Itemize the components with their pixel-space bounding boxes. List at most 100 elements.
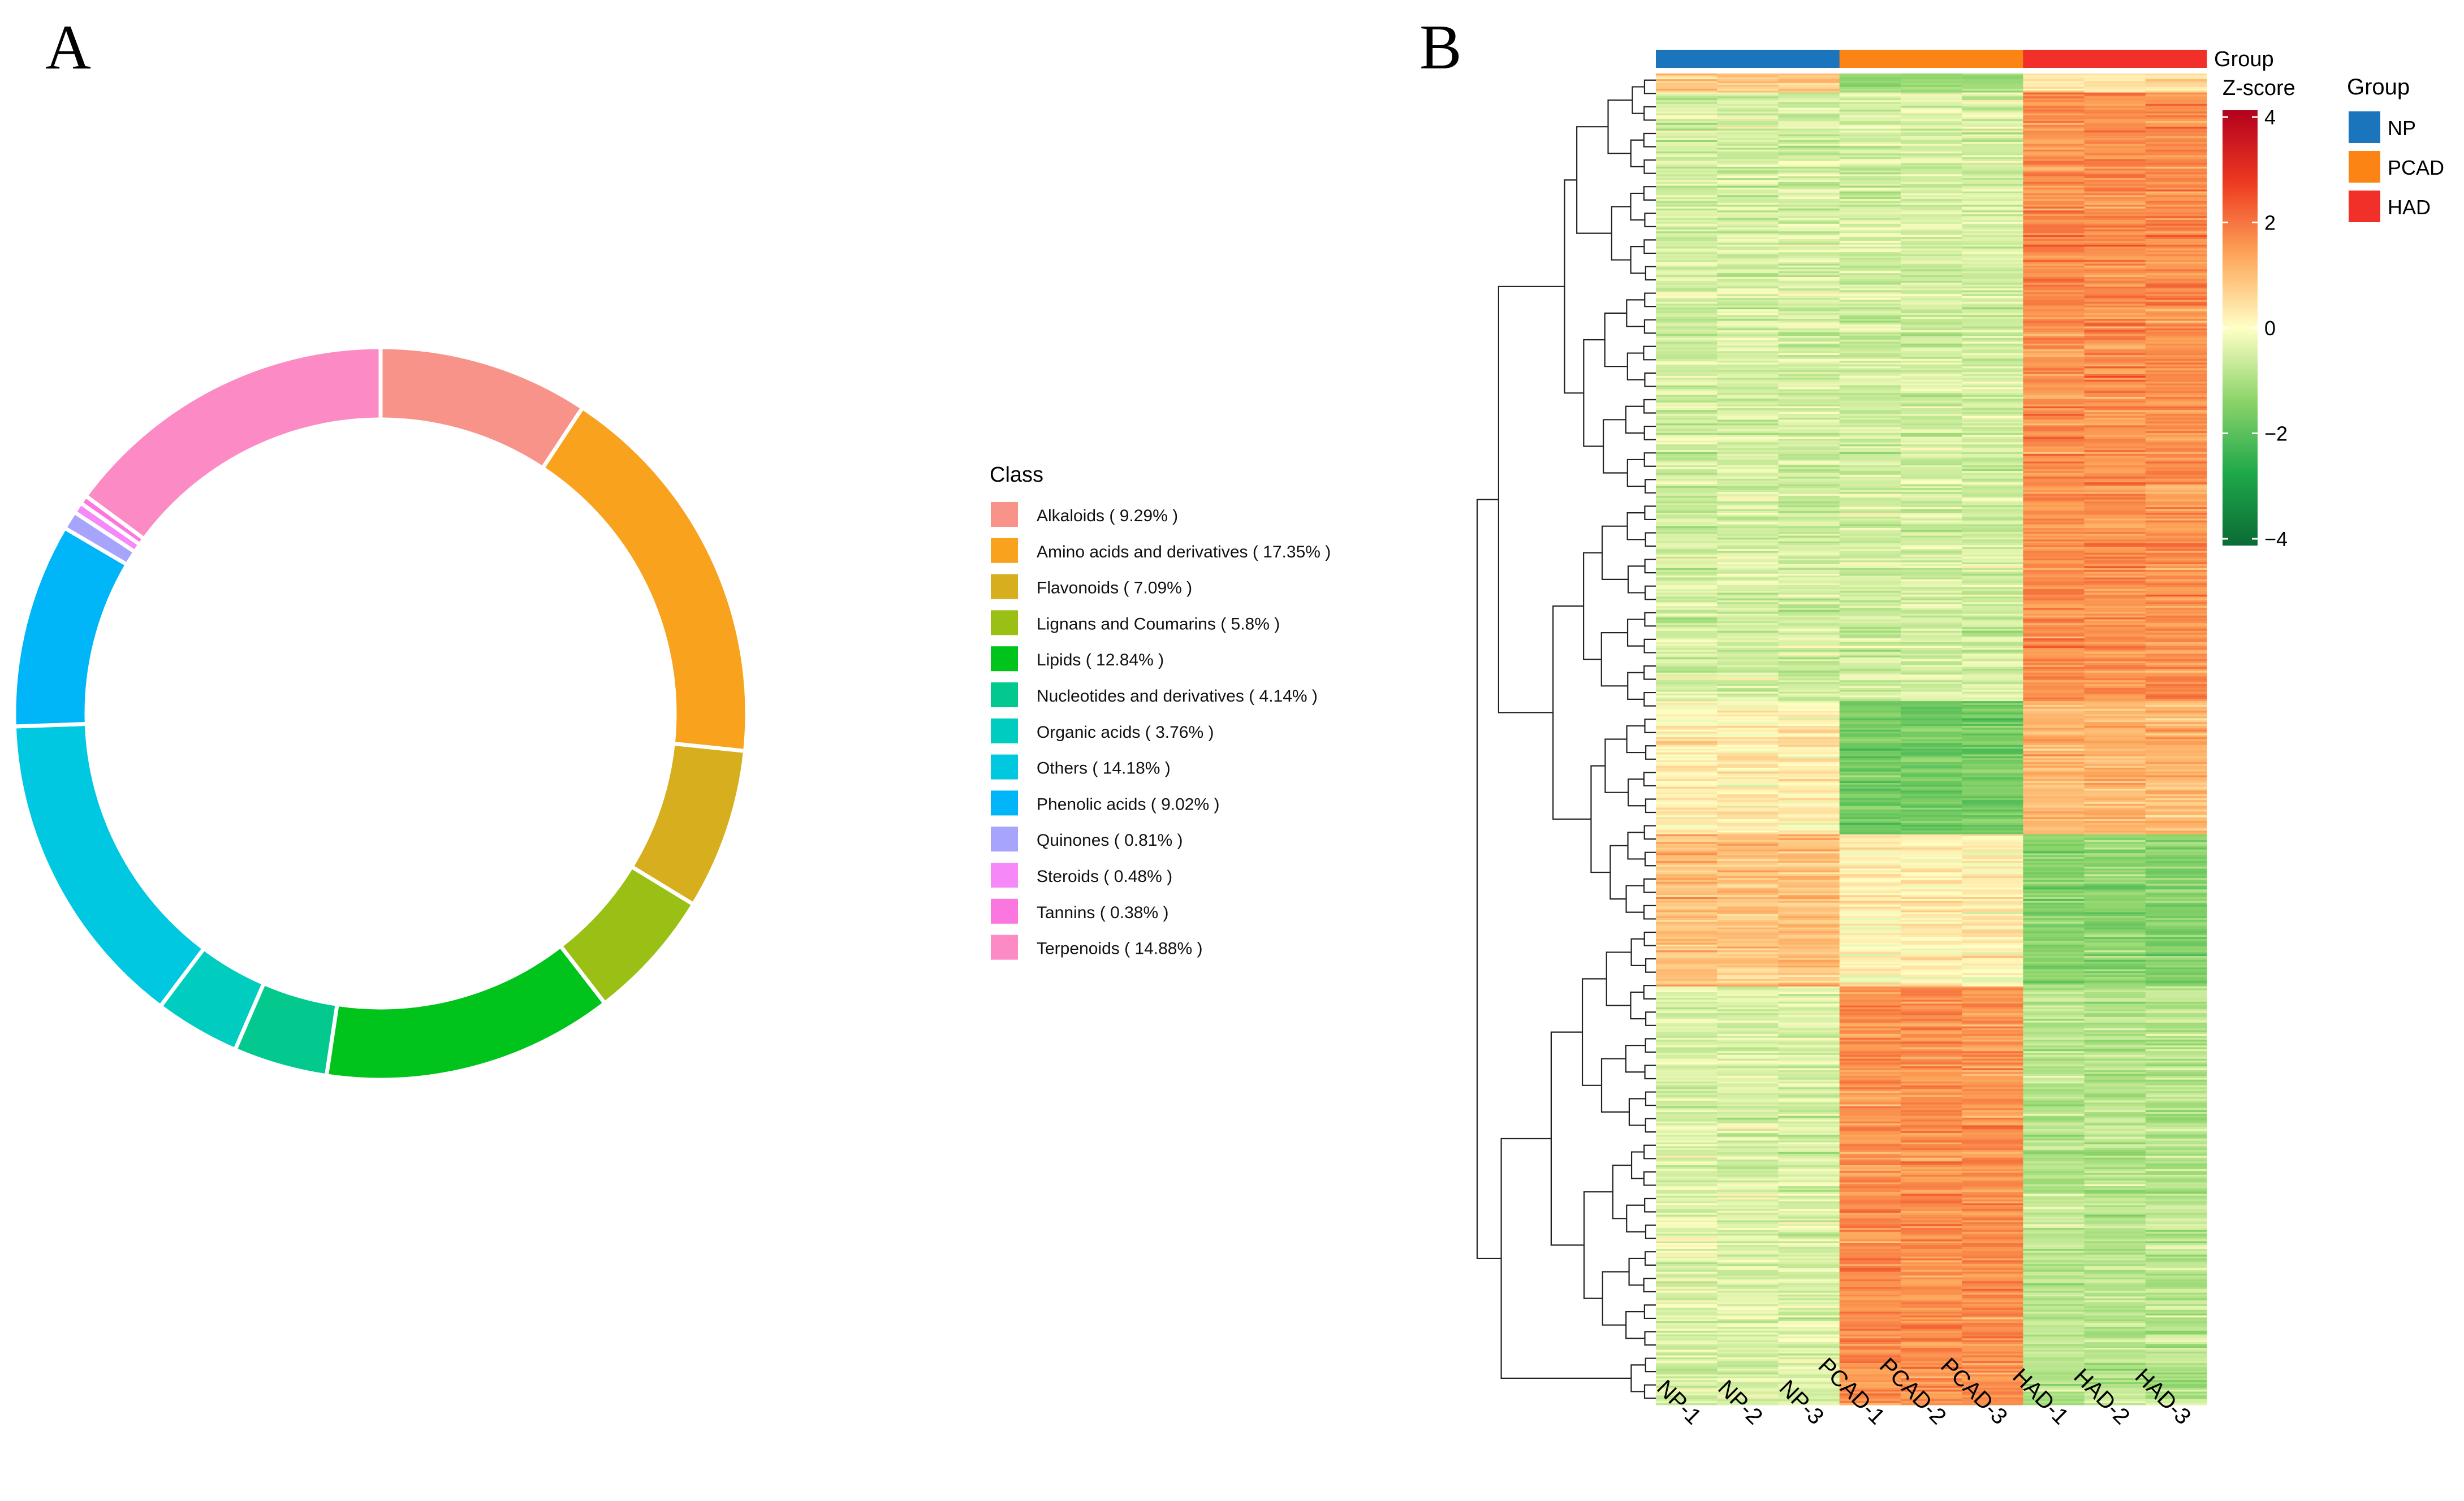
heatmap-cell bbox=[1962, 336, 2023, 339]
heatmap-cell bbox=[2084, 184, 2146, 187]
heatmap-cell bbox=[2023, 864, 2085, 867]
heatmap-cell bbox=[2145, 1114, 2207, 1117]
heatmap-cell bbox=[1900, 349, 1962, 352]
heatmap-cell bbox=[2145, 1001, 2207, 1004]
heatmap-cell bbox=[1778, 718, 1840, 721]
heatmap-cell bbox=[1900, 130, 1962, 133]
heatmap-cell bbox=[1656, 412, 1718, 414]
heatmap-cell bbox=[1778, 654, 1840, 656]
donut-legend-label: Nucleotides and derivatives ( 4.14% ) bbox=[1037, 687, 1318, 706]
heatmap-cell bbox=[2145, 773, 2207, 776]
heatmap-cell bbox=[2145, 661, 2207, 664]
heatmap-cell bbox=[1839, 629, 1901, 631]
heatmap-cell bbox=[2145, 725, 2207, 728]
heatmap-cell bbox=[1900, 1001, 1962, 1004]
heatmap-cell bbox=[2145, 767, 2207, 770]
heatmap-cell bbox=[1717, 1022, 1779, 1025]
heatmap-cell bbox=[1656, 703, 1718, 706]
heatmap-cell bbox=[1900, 501, 1962, 504]
heatmap-cell bbox=[1778, 132, 1840, 135]
heatmap-cell bbox=[1900, 273, 1962, 276]
heatmap-cell bbox=[1839, 205, 1901, 207]
heatmap-cell bbox=[1778, 539, 1840, 542]
heatmap-cell bbox=[1839, 86, 1901, 89]
heatmap-cell bbox=[1717, 534, 1779, 537]
heatmap-cell bbox=[1778, 676, 1840, 679]
heatmap-cell bbox=[2084, 606, 2146, 608]
heatmap-cell bbox=[2145, 813, 2207, 816]
heatmap-cell bbox=[2023, 96, 2085, 99]
heatmap-cell bbox=[1900, 771, 1962, 774]
heatmap-cell bbox=[1900, 654, 1962, 656]
heatmap-cell bbox=[1900, 629, 1962, 631]
heatmap-cell bbox=[2023, 802, 2085, 804]
heatmap-cell bbox=[2145, 280, 2207, 283]
heatmap-cell bbox=[1656, 771, 1718, 774]
heatmap-cell bbox=[1717, 1082, 1779, 1084]
heatmap-cell bbox=[2084, 752, 2146, 755]
heatmap-cell bbox=[1656, 96, 1718, 99]
heatmap-cell bbox=[1900, 267, 1962, 270]
heatmap-cell bbox=[1778, 758, 1840, 761]
heatmap-cell bbox=[1962, 619, 2023, 622]
heatmap-cell bbox=[1962, 729, 2023, 732]
heatmap-cell bbox=[1962, 781, 2023, 784]
heatmap-cell bbox=[1656, 495, 1718, 498]
heatmap-cell bbox=[1900, 785, 1962, 788]
heatmap-cell bbox=[1656, 1024, 1718, 1027]
heatmap-cell bbox=[2023, 321, 2085, 323]
heatmap-cell bbox=[2145, 1049, 2207, 1052]
heatmap-cell bbox=[1656, 992, 1718, 994]
heatmap-cell bbox=[2023, 859, 2085, 862]
heatmap-cell bbox=[2023, 349, 2085, 352]
heatmap-cell bbox=[1778, 733, 1840, 736]
heatmap-cell bbox=[2084, 690, 2146, 692]
heatmap-cell bbox=[1717, 416, 1779, 418]
heatmap-cell bbox=[1839, 151, 1901, 154]
heatmap-cell bbox=[1717, 733, 1779, 736]
heatmap-cell bbox=[1962, 366, 2023, 369]
heatmap-cell bbox=[2145, 111, 2207, 114]
heatmap-cell bbox=[2145, 851, 2207, 854]
heatmap-cell bbox=[1900, 809, 1962, 812]
heatmap-cell bbox=[2145, 244, 2207, 247]
heatmap-cell bbox=[1900, 243, 1962, 245]
heatmap-cell bbox=[1778, 786, 1840, 789]
heatmap-cell bbox=[2145, 499, 2207, 502]
heatmap-cell bbox=[2084, 193, 2146, 196]
heatmap-cell bbox=[2023, 1091, 2085, 1093]
heatmap-cell bbox=[1656, 419, 1718, 422]
heatmap-cell bbox=[2145, 404, 2207, 407]
heatmap-cell bbox=[2084, 543, 2146, 546]
heatmap-cell bbox=[1839, 651, 1901, 654]
heatmap-cell bbox=[1717, 358, 1779, 361]
heatmap-cell bbox=[1900, 477, 1962, 479]
heatmap-cell bbox=[1962, 477, 2023, 479]
heatmap-cell bbox=[2023, 332, 2085, 335]
heatmap-cell bbox=[1962, 644, 2023, 647]
heatmap-cell bbox=[1962, 885, 2023, 888]
heatmap-cell bbox=[2023, 602, 2085, 605]
heatmap-cell bbox=[1778, 880, 1840, 883]
heatmap-cell bbox=[2084, 432, 2146, 435]
heatmap-cell bbox=[1962, 785, 2023, 788]
heatmap-cell bbox=[1900, 566, 1962, 569]
heatmap-cell bbox=[2145, 477, 2207, 479]
heatmap-cell bbox=[1717, 552, 1779, 555]
heatmap-cell bbox=[1900, 79, 1962, 82]
heatmap-cell bbox=[1962, 1082, 2023, 1084]
heatmap-cell bbox=[1839, 1028, 1901, 1031]
heatmap-cell bbox=[1656, 977, 1718, 979]
heatmap-cell bbox=[1717, 419, 1779, 422]
heatmap-cell bbox=[1717, 864, 1779, 867]
heatmap-cell bbox=[1656, 998, 1718, 1001]
heatmap-cell bbox=[1900, 357, 1962, 360]
heatmap-cell bbox=[1778, 566, 1840, 569]
heatmap-cell bbox=[1717, 906, 1779, 909]
heatmap-cell bbox=[2145, 564, 2207, 566]
heatmap-cell bbox=[1717, 366, 1779, 369]
heatmap-cell bbox=[1778, 1005, 1840, 1008]
heatmap-cell bbox=[1962, 317, 2023, 319]
heatmap-cell bbox=[1656, 516, 1718, 519]
heatmap-cell bbox=[1839, 642, 1901, 644]
